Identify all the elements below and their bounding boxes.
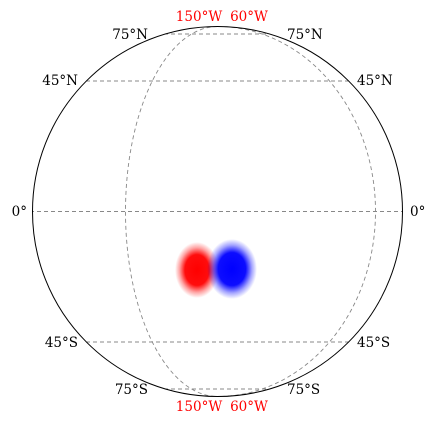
label-75n-right: 75°N: [287, 27, 323, 43]
field-blobs: [175, 239, 257, 299]
meridian-60w-line: [217, 26, 376, 397]
parallel-labels: 75°N 75°N 45°N 45°N 0° 0° 45°S 45°S 75°S…: [12, 27, 426, 398]
label-equator-left: 0°: [12, 204, 27, 220]
label-45n-left: 45°N: [42, 73, 78, 89]
label-75s-left: 75°S: [115, 382, 148, 398]
label-150w-top: 150°W: [176, 9, 223, 25]
graticule: [32, 26, 403, 397]
label-45s-left: 45°S: [45, 335, 78, 351]
label-equator-right: 0°: [410, 204, 425, 220]
blue-blob: [207, 239, 257, 299]
meridian-150w-line: [125, 26, 218, 397]
red-blob: [175, 242, 219, 298]
label-75n-left: 75°N: [112, 27, 148, 43]
label-60w-bottom: 60°W: [230, 399, 268, 415]
label-45n-right: 45°N: [357, 73, 393, 89]
label-45s-right: 45°S: [357, 335, 390, 351]
meridian-labels: 150°W 60°W 150°W 60°W: [176, 9, 268, 415]
globe-outline: [32, 26, 403, 397]
label-150w-bottom: 150°W: [176, 399, 223, 415]
label-60w-top: 60°W: [230, 9, 268, 25]
label-75s-right: 75°S: [287, 382, 320, 398]
